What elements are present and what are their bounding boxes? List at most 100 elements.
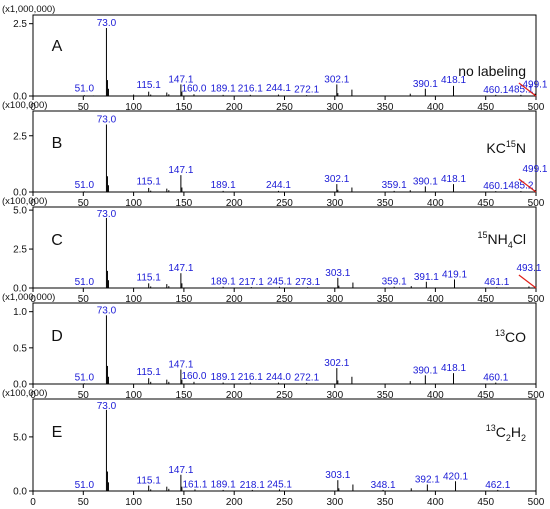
x-tick-label: 400 — [427, 390, 444, 401]
peak-label: 73.0 — [97, 18, 117, 29]
x-tick-label: 250 — [276, 390, 293, 401]
peak-label: 272.1 — [294, 373, 319, 384]
peak-label: 147.1 — [168, 263, 193, 274]
x-tick-label: 200 — [226, 390, 243, 401]
peak-label: 418.1 — [441, 174, 466, 185]
peak-label: 390.1 — [413, 176, 438, 187]
peak-label: 390.1 — [413, 365, 438, 376]
x-tick-label: 300 — [326, 198, 343, 209]
x-tick-label: 400 — [427, 294, 444, 305]
x-tick-label: 150 — [176, 102, 193, 113]
x-tick-label: 300 — [326, 294, 343, 305]
condition-label: KC15N — [486, 139, 526, 156]
red-trace-line — [518, 82, 537, 97]
condition-label: 13CO — [495, 328, 526, 345]
peak-label: 460.1 — [483, 85, 508, 96]
panel-e: (x100,000) 0.0 5.0 0 50 100 150 200 250 300 350 400… — [2, 388, 545, 508]
panel-d: (x1,000,000) 0.0 0.5 1.00 50 100 150 200 250 300 3… — [2, 292, 545, 401]
y-tick-label: 2.5 — [13, 131, 27, 142]
x-tick-label: 50 — [78, 198, 90, 209]
x-tick-label: 250 — [276, 102, 293, 113]
y-scale-label: (x100,000) — [2, 388, 47, 399]
peak-label: 303.1 — [325, 470, 350, 481]
peak-label: 244.0 — [266, 372, 291, 383]
x-tick-label: 200 — [226, 102, 243, 113]
peak-label: 51.0 — [75, 84, 95, 95]
x-tick-label: 300 — [326, 102, 343, 113]
x-tick-label: 150 — [176, 390, 193, 401]
x-tick-label: 100 — [125, 102, 142, 113]
x-tick-label: 400 — [427, 102, 444, 113]
y-tick-label: 0.0 — [13, 380, 27, 391]
y-tick-label: 2.5 — [13, 245, 27, 256]
peak-label: 462.1 — [485, 480, 510, 491]
x-tick-label: 50 — [78, 390, 90, 401]
x-tick-label: 250 — [276, 294, 293, 305]
peak-label: 359.1 — [382, 180, 407, 191]
x-tick-label: 350 — [377, 390, 394, 401]
panel-letter: B — [52, 135, 63, 152]
peak-label: 51.0 — [75, 480, 95, 491]
x-tick-label: 0 — [30, 198, 36, 209]
x-tick-label: 450 — [477, 390, 494, 401]
x-tick-label: 500 — [528, 198, 545, 209]
peak-label: 115.1 — [137, 176, 162, 187]
y-tick-label: 1.0 — [13, 307, 27, 318]
red-trace-line — [518, 178, 537, 193]
x-tick-label: 0 — [30, 497, 36, 508]
x-tick-label: 100 — [125, 294, 142, 305]
x-tick-label: 0 — [30, 294, 36, 305]
peak-label: 51.0 — [75, 373, 95, 384]
y-scale-label: (x100,000) — [2, 100, 47, 111]
peak-label: 189.1 — [211, 180, 236, 191]
condition-label: 15NH4Cl — [478, 230, 527, 250]
x-tick-label: 250 — [276, 198, 293, 209]
x-tick-label: 200 — [226, 198, 243, 209]
x-tick-label: 150 — [176, 198, 193, 209]
peak-label: 189.1 — [211, 479, 236, 490]
peak-label: 302.1 — [324, 74, 349, 85]
peak-label: 418.1 — [441, 75, 466, 86]
peak-label: 272.1 — [294, 84, 319, 95]
x-tick-label: 350 — [377, 294, 394, 305]
peak-label: 73.0 — [97, 401, 117, 412]
peak-label: 499.1 — [522, 164, 547, 175]
peak-label: 51.0 — [75, 180, 95, 191]
x-tick-label: 500 — [528, 390, 545, 401]
peak-label: 499.1 — [522, 79, 547, 90]
condition-label: no labeling — [458, 63, 526, 79]
panel-c: (x100,000)0.02.55.00 50 100 150 200 250 300 350… — [2, 196, 545, 305]
peak-label: 273.1 — [295, 277, 320, 288]
peak-label: 303.1 — [325, 268, 350, 279]
peak-label: 147.1 — [168, 465, 193, 476]
x-tick-label: 100 — [125, 390, 142, 401]
x-tick-label: 100 — [125, 497, 142, 508]
peak-label: 161.1 — [182, 479, 207, 490]
panel-letter: A — [52, 38, 63, 55]
peak-label: 460.1 — [483, 373, 508, 384]
peak-label: 189.1 — [211, 372, 236, 383]
y-tick-label: 0.5 — [13, 343, 27, 354]
y-tick-label: 0.0 — [13, 92, 27, 103]
panel-letter: E — [52, 424, 63, 441]
x-tick-label: 450 — [477, 198, 494, 209]
x-tick-label: 150 — [176, 294, 193, 305]
peak-label: 115.1 — [137, 80, 162, 91]
panel-letter: C — [51, 232, 63, 249]
x-tick-label: 150 — [176, 497, 193, 508]
peak-label: 348.1 — [371, 480, 396, 491]
x-tick-label: 450 — [477, 102, 494, 113]
x-tick-label: 400 — [427, 198, 444, 209]
peak-label: 73.0 — [97, 305, 117, 316]
peak-label: 485.2 — [508, 181, 533, 192]
peak-label: 216.1 — [238, 84, 263, 95]
x-tick-label: 500 — [528, 497, 545, 508]
peak-label: 460.1 — [483, 181, 508, 192]
peak-label: 160.0 — [181, 84, 206, 95]
x-tick-label: 200 — [226, 497, 243, 508]
x-tick-label: 0 — [30, 102, 36, 113]
peak-label: 216.1 — [238, 372, 263, 383]
y-tick-label: 0.0 — [13, 188, 27, 199]
x-tick-label: 300 — [326, 497, 343, 508]
y-scale-label: (x1,000,000) — [2, 292, 55, 303]
